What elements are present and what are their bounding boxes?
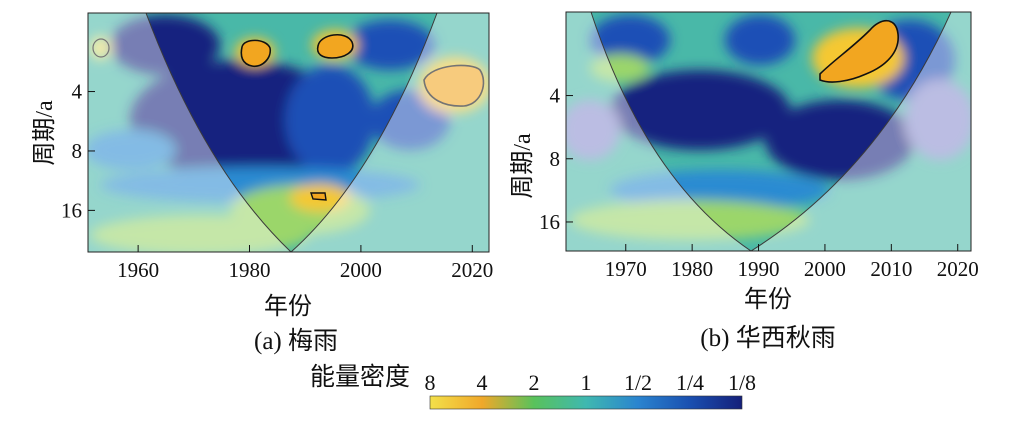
colorbar-tick-label: 1 [581, 370, 592, 395]
panel-a-ytick-label: 16 [61, 198, 82, 222]
panel-b-xtick-label: 2010 [870, 257, 912, 281]
panel-a-frame [87, 12, 490, 253]
panel-a-xtick-label: 2020 [451, 258, 493, 282]
colorbar: 能量密度 8 4 2 1 1/2 1/4 1/8 [310, 363, 757, 410]
panel-b-xtick-label: 2000 [804, 257, 846, 281]
panel-b-ytick-label: 8 [550, 147, 561, 171]
colorbar-bar [429, 395, 743, 410]
panel-b-cone-outside [566, 12, 971, 251]
panel-a-cone-outside [88, 13, 489, 252]
panel-a-significant-peaks [240, 34, 485, 201]
panel-b-ytick-label: 4 [550, 84, 561, 108]
panel-b-frame [565, 11, 972, 252]
panel-b-ytick-label: 16 [539, 210, 560, 234]
panel-a: 1960 1980 2000 2020 4 8 16 年份 周期/a (a) 梅雨 [32, 12, 493, 355]
panel-a-xlabel: 年份 [264, 293, 312, 320]
panel-a-xtick-label: 2000 [340, 258, 382, 282]
panel-a-caption: (a) 梅雨 [254, 327, 338, 355]
panel-a-xtick-label: 1960 [117, 258, 159, 282]
colorbar-tick-label: 1/2 [624, 370, 652, 395]
panel-b-xtick-label: 1970 [605, 257, 647, 281]
panel-a-cone-of-influence [145, 13, 438, 252]
panel-b-xtick-label: 2020 [937, 257, 979, 281]
colorbar-tick-label: 8 [425, 370, 436, 395]
panel-a-ylabel: 周期/a [32, 100, 58, 166]
panel-b-caption: (b) 华西秋雨 [700, 324, 835, 352]
colorbar-gradient [429, 395, 743, 410]
panel-b-xlabel: 年份 [744, 286, 792, 313]
colorbar-label: 能量密度 [310, 363, 410, 391]
colorbar-ticks: 8 4 2 1 1/2 1/4 1/8 [425, 370, 757, 395]
panel-b-significant-peaks [819, 19, 899, 83]
panel-b-xtick-label: 1980 [671, 257, 713, 281]
panel-a-heatmap [88, 13, 489, 252]
panel-b-xtick-label: 1990 [738, 257, 780, 281]
panel-a-xtick-label: 1980 [229, 258, 271, 282]
panel-b-ylabel: 周期/a [510, 133, 536, 199]
panel-b: 1970 1980 1990 2000 2010 2020 4 8 16 年份 周期/a (b)… [510, 11, 979, 352]
colorbar-tick-label: 2 [529, 370, 540, 395]
colorbar-tick-label: 1/4 [676, 370, 704, 395]
panel-a-ytick-label: 8 [72, 139, 83, 163]
panel-b-heatmap [566, 12, 971, 251]
panel-b-axes: 1970 1980 1990 2000 2010 2020 4 8 16 [539, 84, 979, 281]
panel-a-axes: 1960 1980 2000 2020 4 8 16 [61, 80, 493, 282]
colorbar-tick-label: 1/8 [728, 370, 756, 395]
colorbar-tick-label: 4 [477, 370, 488, 395]
panel-b-cone-of-influence [590, 12, 952, 251]
panel-a-ytick-label: 4 [72, 80, 83, 104]
